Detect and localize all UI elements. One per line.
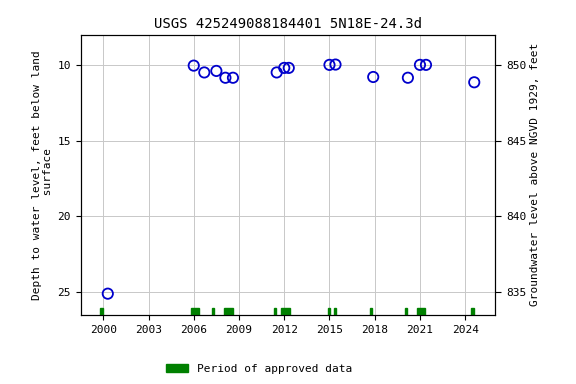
Point [415,62,425,68]
Y-axis label: Depth to water level, feet below land
 surface: Depth to water level, feet below land su… [32,50,53,300]
Bar [417,308,425,315]
Legend: Period of approved data: Period of approved data [162,359,357,379]
Y-axis label: Groundwater level above NGVD 1929, feet: Groundwater level above NGVD 1929, feet [530,43,540,306]
Point [469,79,479,85]
Point [284,65,293,71]
Point [189,63,198,69]
Point [272,70,281,76]
Point [369,74,378,80]
Point [331,61,340,68]
Bar [100,308,103,315]
Point [403,74,412,81]
Bar [212,308,214,315]
Bar [405,308,407,315]
Bar [471,308,474,315]
Point [325,62,334,68]
Title: USGS 425249088184401 5N18E-24.3d: USGS 425249088184401 5N18E-24.3d [154,17,422,31]
Bar [281,308,290,315]
Point [221,74,230,81]
Point [228,74,237,81]
Bar [224,308,233,315]
Point [422,62,431,68]
Point [212,68,221,74]
Bar [274,308,276,315]
Bar [328,308,330,315]
Bar [370,308,373,315]
Bar [191,308,199,315]
Point [103,291,112,297]
Point [200,70,209,76]
Bar [334,308,336,315]
Point [279,65,289,71]
